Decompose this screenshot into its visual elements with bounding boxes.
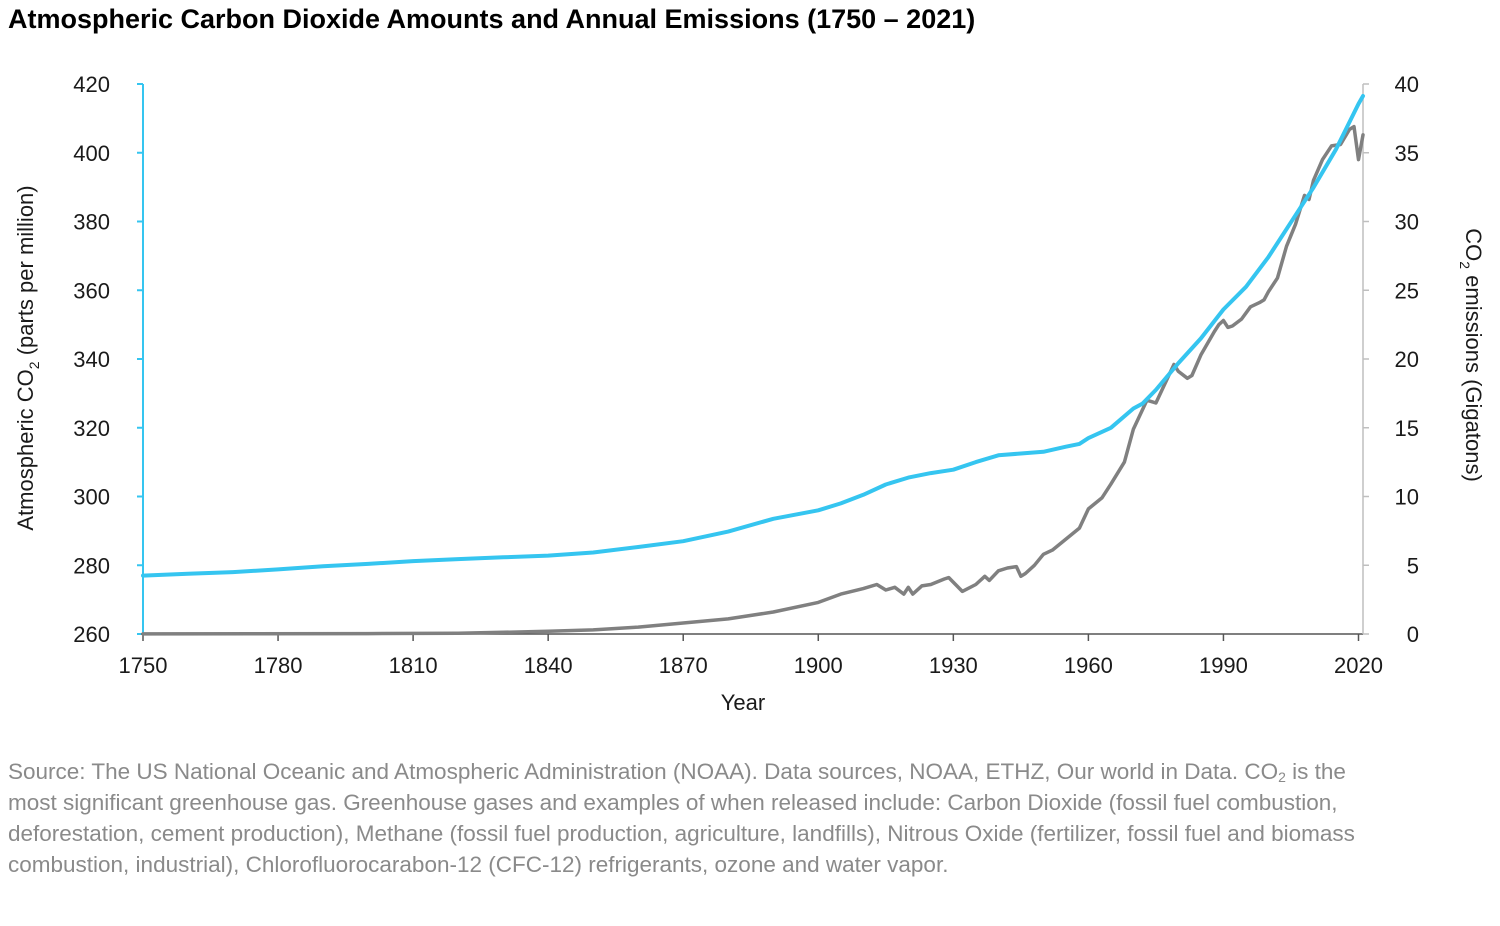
left-tick-label: 340 [73, 347, 110, 372]
x-tick-label: 1750 [119, 653, 168, 678]
left-axis-ticks: 260 280 300 320 340 360 380 400 420 [73, 72, 143, 647]
right-axis-label-sub: 2 [1457, 261, 1473, 269]
left-tick-label: 420 [73, 72, 110, 97]
right-tick-label: 30 [1395, 210, 1419, 235]
left-axis-label: Atmospheric CO2 (parts per million) [13, 185, 42, 530]
left-axis-label-sub: 2 [26, 361, 42, 369]
x-tick-label: 1810 [389, 653, 438, 678]
right-tick-label: 10 [1395, 485, 1419, 510]
x-axis-ticks: 1750 1780 1810 1840 1870 1900 1930 1960 1990 2020 [119, 634, 1383, 678]
left-tick-label: 280 [73, 553, 110, 578]
left-tick-label: 380 [73, 210, 110, 235]
right-tick-label: 20 [1395, 347, 1419, 372]
x-tick-label: 1990 [1199, 653, 1248, 678]
co2-series-line [141, 94, 1365, 578]
left-tick-label: 260 [73, 622, 110, 647]
x-tick-label: 1900 [794, 653, 843, 678]
source-text-1: Source: The US National Oceanic and Atmo… [8, 759, 1279, 784]
x-tick-label: 1840 [524, 653, 573, 678]
right-tick-label: 5 [1407, 553, 1419, 578]
right-axis-ticks: 0 5 10 15 20 25 30 35 40 [1363, 72, 1419, 647]
emissions-series-line [141, 124, 1365, 636]
x-tick-label: 1930 [929, 653, 978, 678]
left-tick-label: 360 [73, 278, 110, 303]
x-tick-label: 1780 [254, 653, 303, 678]
left-tick-label: 400 [73, 141, 110, 166]
x-tick-label: 1960 [1064, 653, 1113, 678]
right-axis-label: CO2 emissions (Gigatons) [1457, 228, 1486, 482]
left-axis-label-post: (parts per million) [13, 185, 38, 361]
right-axis-label-post: emissions (Gigatons) [1461, 269, 1486, 482]
right-tick-label: 40 [1395, 72, 1419, 97]
left-tick-label: 320 [73, 416, 110, 441]
left-tick-label: 300 [73, 485, 110, 510]
right-tick-label: 0 [1407, 622, 1419, 647]
x-tick-label: 1870 [659, 653, 708, 678]
right-tick-label: 35 [1395, 141, 1419, 166]
co2-chart: 1750 1780 1810 1840 1870 1900 1930 1960 1990 2020… [13, 72, 1486, 715]
source-text-2: is the most significant greenhouse gas. … [8, 759, 1355, 877]
x-tick-label: 2020 [1334, 653, 1383, 678]
right-axis-label-pre: CO [1461, 228, 1486, 261]
source-subscript: 2 [1278, 769, 1286, 785]
right-tick-label: 15 [1395, 416, 1419, 441]
right-tick-label: 25 [1395, 278, 1419, 303]
x-axis-label: Year [721, 690, 765, 715]
left-axis-label-pre: Atmospheric CO [13, 369, 38, 530]
source-note: Source: The US National Oceanic and Atmo… [8, 756, 1398, 880]
chart-title: Atmospheric Carbon Dioxide Amounts and A… [8, 4, 976, 34]
